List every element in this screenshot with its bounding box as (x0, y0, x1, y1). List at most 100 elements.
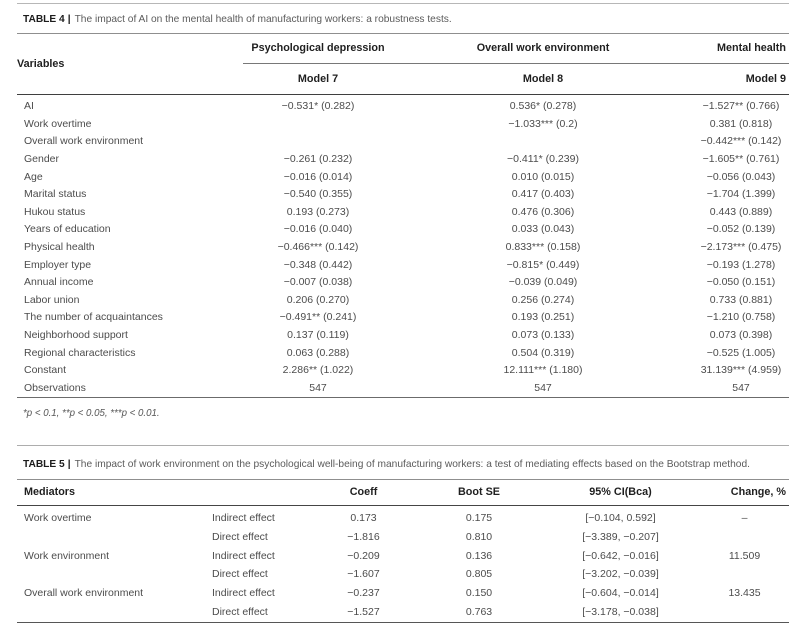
table-cell: 0.417 (0.403) (511, 188, 575, 201)
table4-header-model7: Model 7 (243, 63, 393, 95)
table5-header-change: Change, % (700, 479, 789, 507)
table-cell: The number of acquaintances (24, 311, 163, 324)
table-cell (393, 133, 693, 151)
table5-header-mediators: Mediators (17, 479, 212, 507)
table-cell: −0.261 (0.232) (283, 153, 353, 166)
table-cell: −0.237 (347, 587, 380, 600)
table4-header-mental-health: Mental health (693, 33, 789, 64)
table4-header-psychological-depression: Psychological depression (243, 33, 393, 64)
table-cell: Direct effect (212, 568, 268, 581)
table-cell: −0.016 (0.014) (283, 170, 353, 183)
table-cell: 547 (534, 381, 552, 394)
table-cell: −0.531* (0.282) (281, 100, 355, 113)
table-cell: −1.816 (347, 530, 380, 543)
table-cell: 0.193 (0.251) (511, 311, 575, 324)
table-row: Constant 2.286** (1.022) 12.111*** (1.180)… (17, 362, 789, 380)
table-cell: −1.704 (1.399) (706, 188, 776, 201)
table-cell (17, 565, 212, 584)
table-cell: 547 (732, 381, 750, 394)
table4-group-header-row: Variables Psychological depression Overa… (17, 33, 789, 95)
table-cell: Indirect effect (212, 549, 275, 562)
table4: Variables Psychological depression Overa… (17, 33, 789, 399)
table4-model-header-row: Model 7 Model 8 Model 9 (17, 63, 789, 95)
table-cell: −0.466*** (0.142) (277, 241, 359, 254)
table-cell: −0.348 (0.442) (283, 258, 353, 271)
table4-caption-label: TABLE 4 (23, 14, 65, 25)
table-cell: Constant (24, 364, 67, 377)
top-rule (17, 3, 789, 4)
table-cell: Neighborhood support (24, 329, 128, 342)
table-row: Overall work environment −0.442*** (0.142… (17, 133, 789, 151)
table-cell: AI (24, 100, 34, 113)
table-cell: 11.509 (728, 549, 761, 562)
table-cell: [−3.389, −0.207] (582, 530, 659, 543)
table-cell: 0.150 (465, 587, 493, 600)
table5-top-rule (17, 445, 789, 447)
table-cell: Physical health (24, 241, 95, 254)
table-cell: 0.010 (0.015) (511, 170, 575, 183)
table-cell: 0.175 (465, 511, 493, 524)
table-cell: 0.810 (465, 530, 493, 543)
table-cell: −1.607 (347, 568, 380, 581)
table-cell: Work overtime (24, 117, 92, 130)
table-cell (17, 528, 212, 547)
table-cell: Gender (24, 153, 60, 166)
table-cell (700, 565, 789, 584)
table4-header-variables: Variables (17, 33, 243, 95)
table-cell: −0.050 (0.151) (706, 276, 776, 289)
table-cell: −1.210 (0.758) (706, 311, 776, 324)
table-cell (243, 116, 393, 134)
table-row: Work environment Indirect effect −0.209 0.1… (17, 547, 789, 566)
table-cell: Indirect effect (212, 511, 275, 524)
table-cell (243, 133, 393, 151)
table4-header-model8: Model 8 (393, 63, 693, 95)
table5-caption-text: The impact of work environment on the ps… (74, 459, 750, 471)
table-cell: −0.209 (347, 549, 380, 562)
table-cell: – (741, 511, 748, 524)
table5-caption: TABLE 5 | The impact of work environment o… (17, 446, 789, 479)
table-cell: Annual income (24, 276, 94, 289)
table-cell: Work overtime (24, 511, 92, 524)
table-row: Physical health −0.466*** (0.142) 0.833***… (17, 239, 789, 257)
caption-separator: | (67, 14, 71, 25)
table-cell: Direct effect (212, 605, 268, 618)
table-cell: Work environment (24, 549, 110, 562)
table-cell: −1.605** (0.761) (702, 153, 780, 166)
table4-footnote: *p < 0.1, **p < 0.05, ***p < 0.01. (23, 408, 160, 420)
table-cell: 0.256 (0.274) (511, 293, 575, 306)
table-cell: 0.206 (0.270) (286, 293, 350, 306)
table5-header-ci: 95% CI(Bca) (541, 479, 700, 507)
table-row: Work overtime Indirect effect 0.173 0.175 [−… (17, 506, 789, 528)
table-cell: [−3.202, −0.039] (582, 568, 659, 581)
table-cell: Years of education (24, 223, 111, 236)
table-cell: −0.525 (1.005) (706, 346, 776, 359)
table-cell: −2.173*** (0.475) (700, 241, 782, 254)
table5-header-effect (212, 479, 310, 507)
table5-header-row: Mediators Coeff Boot SE 95% CI(Bca) Chan… (17, 479, 789, 507)
table-cell: Overall work environment (24, 587, 144, 600)
table-cell: Direct effect (212, 530, 268, 543)
table-cell: −0.056 (0.043) (706, 170, 776, 183)
table-cell: 0.033 (0.043) (511, 223, 575, 236)
table-cell: [−0.104, 0.592] (585, 511, 656, 524)
table-row: Labor union 0.206 (0.270) 0.256 (0.274) 0.7… (17, 292, 789, 310)
page-content: TABLE 4 | The impact of AI on the mental h… (17, 3, 789, 623)
table-cell: 13.435 (728, 587, 761, 600)
table-cell: −0.411* (0.239) (507, 153, 579, 166)
table-cell: Overall work environment (24, 135, 144, 148)
table-row: Marital status −0.540 (0.355) 0.417 (0.403… (17, 186, 789, 204)
table-cell: 0.173 (350, 511, 377, 524)
table-row: Years of education −0.016 (0.040) 0.033 (0… (17, 221, 789, 239)
table-cell: Marital status (24, 188, 87, 201)
table-cell: 12.111*** (1.180) (503, 364, 583, 377)
table-row: Direct effect −1.816 0.810 [−3.389, −0.207] (17, 528, 789, 547)
table5-header: Mediators Coeff Boot SE 95% CI(Bca) Chan… (17, 479, 789, 507)
table-cell: 0.476 (0.306) (511, 205, 575, 218)
table-row: Direct effect −1.527 0.763 [−3.178, −0.038] (17, 603, 789, 622)
table-row: The number of acquaintances −0.491** (0.2… (17, 309, 789, 327)
table-cell: −0.491** (0.241) (279, 311, 357, 324)
table-cell (700, 528, 789, 547)
table-cell (700, 603, 789, 622)
table-cell: −0.193 (1.278) (706, 258, 776, 271)
table-row: Observations 547 547 547 (17, 380, 789, 398)
